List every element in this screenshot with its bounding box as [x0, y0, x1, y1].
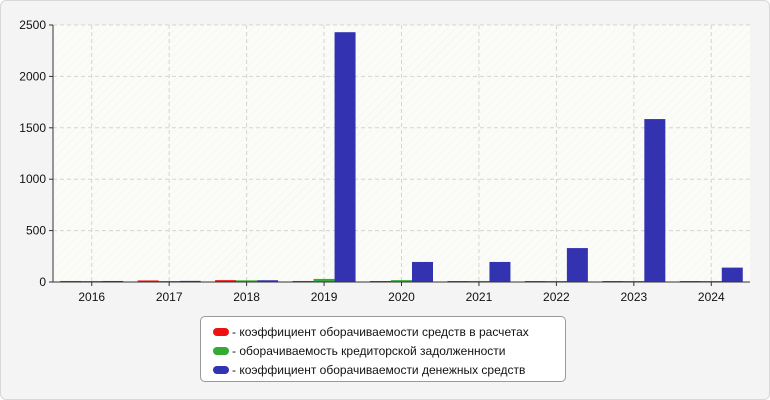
- bar: [236, 280, 258, 282]
- bar: [102, 280, 124, 282]
- bar: [179, 280, 201, 282]
- bar: [215, 280, 237, 282]
- y-tick-label: 500: [26, 224, 46, 238]
- y-tick-label: 1500: [19, 121, 46, 135]
- x-tick-label: 2020: [388, 290, 415, 304]
- bar: [721, 267, 743, 282]
- legend-label: - коэффициент оборачиваемости денежных с…: [232, 362, 526, 377]
- bar: [292, 280, 314, 282]
- y-tick-label: 1000: [19, 172, 46, 186]
- bar: [257, 280, 279, 282]
- bar: [644, 119, 666, 282]
- y-tick-label: 2000: [19, 69, 46, 83]
- x-tick-label: 2022: [543, 290, 570, 304]
- x-tick-label: 2024: [698, 290, 725, 304]
- x-tick-label: 2021: [466, 290, 493, 304]
- legend-item-cash-turnover: - коэффициент оборачиваемости денежных с…: [213, 360, 565, 379]
- bar: [334, 32, 356, 282]
- bar: [468, 280, 490, 282]
- axes: [49, 24, 750, 286]
- legend-swatch-red: [213, 327, 229, 336]
- legend: - коэффициент оборачиваемости средств в …: [200, 316, 566, 382]
- x-tick-label: 2017: [156, 290, 183, 304]
- legend-item-receivables-turnover: - коэффициент оборачиваемости средств в …: [213, 322, 565, 341]
- gridlines: [53, 24, 750, 282]
- y-tick-label: 0: [39, 275, 46, 289]
- y-tick-label: 2500: [19, 18, 46, 32]
- bar: [391, 280, 412, 282]
- legend-label: - коэффициент оборачиваемости средств в …: [232, 324, 529, 339]
- x-tick-label: 2023: [620, 290, 647, 304]
- legend-swatch-blue: [213, 365, 229, 374]
- tick-labels: 0 500 1000 1500 2000 2500 2016 2017 2018 2019 2020…: [19, 18, 725, 304]
- x-tick-label: 2019: [311, 290, 338, 304]
- bar: [566, 248, 588, 282]
- legend-label: - оборачиваемость кредиторской задолженн…: [232, 343, 506, 358]
- bar: [137, 280, 159, 282]
- x-tick-label: 2018: [233, 290, 260, 304]
- bar: [412, 261, 433, 282]
- legend-item-payables-turnover: - оборачиваемость кредиторской задолженн…: [213, 341, 565, 360]
- x-tick-label: 2016: [78, 290, 105, 304]
- bar: [60, 280, 82, 282]
- bar-chart: 0 500 1000 1500 2000 2500 2016 2017 2018 2019 2020…: [19, 18, 750, 304]
- bars: [60, 32, 743, 282]
- legend-swatch-green: [213, 346, 229, 355]
- bar: [489, 261, 511, 282]
- bar: [313, 278, 335, 282]
